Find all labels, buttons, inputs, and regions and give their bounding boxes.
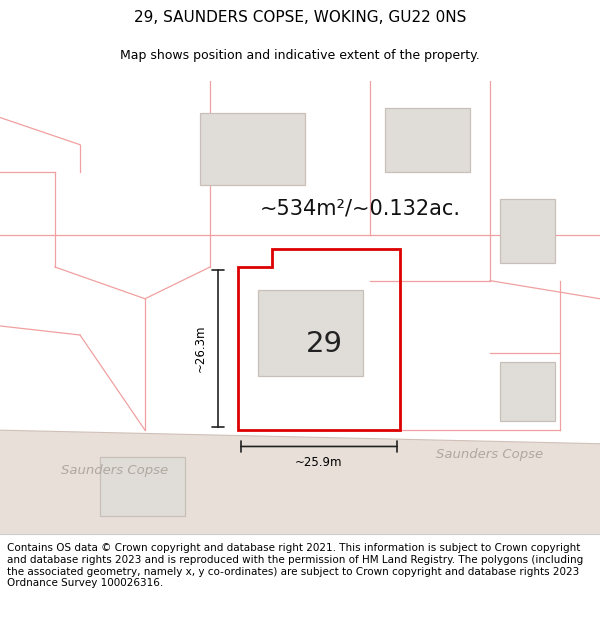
Text: Map shows position and indicative extent of the property.: Map shows position and indicative extent… bbox=[120, 49, 480, 62]
Text: Saunders Copse: Saunders Copse bbox=[436, 448, 544, 461]
Bar bbox=[100, 458, 185, 516]
Bar bbox=[258, 290, 363, 376]
Text: Contains OS data © Crown copyright and database right 2021. This information is : Contains OS data © Crown copyright and d… bbox=[7, 543, 583, 588]
Bar bbox=[500, 199, 555, 262]
Bar bbox=[500, 362, 555, 421]
Bar bbox=[385, 109, 470, 172]
Text: ~534m²/~0.132ac.: ~534m²/~0.132ac. bbox=[260, 198, 461, 218]
Bar bbox=[200, 113, 305, 186]
Text: 29: 29 bbox=[305, 330, 343, 358]
Text: ~26.3m: ~26.3m bbox=[193, 325, 206, 372]
Text: ~25.9m: ~25.9m bbox=[295, 456, 343, 469]
Text: 29, SAUNDERS COPSE, WOKING, GU22 0NS: 29, SAUNDERS COPSE, WOKING, GU22 0NS bbox=[134, 11, 466, 26]
Text: Saunders Copse: Saunders Copse bbox=[61, 464, 169, 478]
Polygon shape bbox=[0, 430, 600, 534]
